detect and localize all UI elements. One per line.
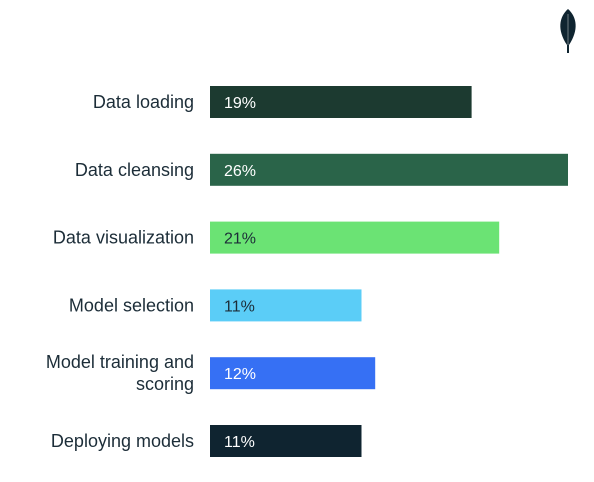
category-label-line: Model training and [46, 352, 194, 372]
bar-5 [210, 425, 362, 457]
bar-0 [210, 86, 472, 118]
bar-value-label-5: 11% [224, 434, 255, 451]
bar-4 [210, 357, 376, 390]
category-label-5: Deploying models [51, 431, 194, 451]
bar-value-label-1: 26% [224, 163, 256, 180]
bars-layer: 19% Data loading 26% Data cleansing 21% Data … [46, 86, 568, 457]
category-label-line: Data visualization [53, 228, 194, 248]
bar-3 [210, 289, 362, 322]
category-label-line: scoring [136, 374, 194, 394]
category-label-4: Model training and scoring [46, 352, 194, 394]
bar-1 [210, 153, 568, 186]
category-label-line: Model selection [69, 295, 194, 315]
bar-value-label-2: 21% [224, 231, 256, 248]
category-label-line: Deploying models [51, 431, 194, 451]
category-label-0: Data loading [93, 92, 194, 112]
category-label-line: Data cleansing [75, 160, 194, 180]
leaf-icon [560, 9, 576, 53]
bar-value-label-4: 12% [224, 366, 256, 383]
bar-value-label-3: 11% [224, 298, 255, 315]
category-label-3: Model selection [69, 295, 194, 315]
bar-2 [210, 221, 500, 254]
category-label-2: Data visualization [53, 228, 194, 248]
category-label-1: Data cleansing [75, 160, 194, 180]
bar-value-label-0: 19% [224, 95, 256, 112]
category-label-line: Data loading [93, 92, 194, 112]
